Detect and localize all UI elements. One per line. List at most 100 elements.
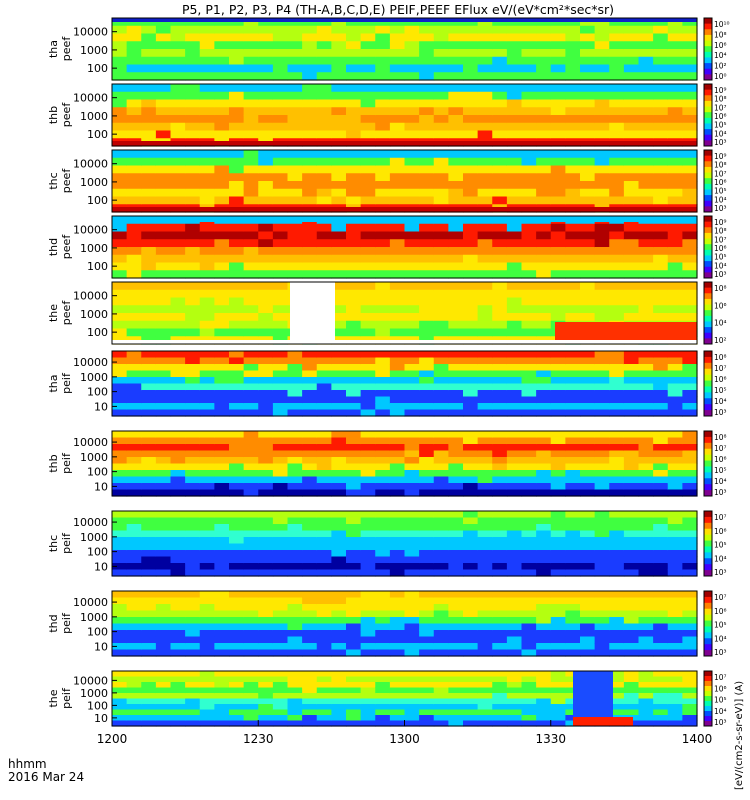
colorbar-tick-label: 10⁸ [714, 30, 727, 39]
y-label-quantity: peef [60, 168, 73, 194]
y-tick-label: 100 [87, 62, 108, 75]
colorbar-tick-label: 10⁴ [714, 195, 727, 204]
colorbar-tick-label: 10³ [714, 568, 727, 577]
colorbar-tick-label: 10¹⁰ [714, 20, 730, 29]
y-label-probe: thd [47, 238, 60, 256]
colorbar-tick-label: 10³ [714, 270, 727, 279]
y-tick-label: 100 [87, 386, 108, 399]
y-label-probe: tha [47, 374, 60, 392]
y-label-quantity: peif [60, 532, 73, 554]
colorbar-tick-label: 10⁴ [714, 129, 727, 138]
x-tick-label: 1300 [389, 732, 420, 746]
colorbar-tha_peif: 10⁸ 10⁷ 10⁶ 10⁵ 10⁴ 10³ [703, 350, 727, 417]
y-tick-label: 100 [87, 699, 108, 712]
panel-frame [111, 590, 698, 657]
colorbar-tick-label: 10⁴ [714, 397, 727, 406]
y-tick-label: 10000 [73, 516, 108, 529]
colorbar-the_peif: 10⁷ 10⁶ 10⁵ 10⁴ 10³ [703, 670, 727, 727]
heatmap-cells [112, 216, 698, 279]
y-label-probe: thb [47, 106, 60, 124]
colorbar-thb_peif: 10⁸ 10⁷ 10⁶ 10⁵ 10⁴ 10³ [703, 430, 727, 497]
colorbar-tick-label: 10⁸ [714, 353, 727, 362]
x-tick-label: 1400 [682, 732, 713, 746]
colorbar-tick-label: 10⁶ [714, 455, 727, 464]
colorbar-tick-label: 10⁵ [714, 696, 727, 705]
colorbar-tick-label: 10³ [714, 488, 727, 497]
heatmap-cells [112, 84, 698, 147]
colorbar-tick-label: 10⁵ [714, 253, 727, 262]
y-tick-label: 1000 [80, 242, 108, 255]
x-axis-label-date: 2016 Mar 24 [8, 770, 84, 784]
y-tick-label: 10000 [73, 224, 108, 237]
panel-frame [111, 149, 698, 213]
y-tick-label: 1000 [80, 687, 108, 700]
colorbar-tick-label: 10⁶ [714, 301, 727, 310]
x-axis: 1200 1230 1300 1330 1400 [97, 720, 713, 746]
y-label-probe: tha [47, 40, 60, 58]
x-tick-label: 1230 [243, 732, 274, 746]
y-tick-label: 100 [87, 626, 108, 639]
y-label-quantity: peef [60, 36, 73, 62]
panel-frame [111, 281, 698, 345]
colorbar-tick-label: 10⁴ [714, 477, 727, 486]
x-tick-label: 1330 [535, 732, 566, 746]
y-label-quantity: peif [60, 372, 73, 394]
panel-frame [111, 215, 698, 279]
panel-frame [111, 350, 698, 417]
colorbar-tick-label: 10⁰ [714, 72, 727, 81]
colorbar-tick-label: 10⁵ [714, 386, 727, 395]
y-label-probe: thc [47, 535, 60, 552]
colorbar-tick-label: 10⁴ [714, 319, 727, 328]
y-tick-label: 10000 [73, 92, 108, 105]
y-label-quantity: peif [60, 612, 73, 634]
colorbar-tick-label: 10⁴ [714, 634, 727, 643]
colorbar-tick-label: 10⁶ [714, 607, 727, 616]
colorbar-tick-label: 10³ [714, 138, 727, 147]
y-tick-label: 10000 [73, 26, 108, 39]
panel-the_peef: 10000 1000 100 the peef 10⁸ 10⁶ 10⁴ 10² [47, 281, 727, 345]
y-tick-label: 1000 [80, 611, 108, 624]
colorbar-tick-label: 10⁸ [714, 95, 727, 104]
colorbar-tick-label: 10⁷ [714, 235, 727, 244]
y-tick-label: 1000 [80, 176, 108, 189]
colorbar-tick-label: 10⁷ [714, 169, 727, 178]
colorbar-thd_peif: 10⁷ 10⁶ 10⁵ 10⁴ 10³ [703, 590, 727, 657]
y-tick-label: 100 [87, 260, 108, 273]
y-tick-label: 10000 [73, 596, 108, 609]
y-label-quantity: peif [60, 687, 73, 709]
y-tick-label: 10000 [73, 674, 108, 687]
colorbar-tick-label: 10⁴ [714, 707, 727, 716]
colorbar-tick-label: 10³ [714, 408, 727, 417]
y-tick-label: 1000 [80, 44, 108, 57]
colorbar-tick-label: 10⁸ [714, 227, 727, 236]
colorbar-tick-label: 10⁵ [714, 121, 727, 130]
panel-frame [111, 83, 698, 147]
y-tick-label: 10 [94, 400, 108, 413]
colorbar-tick-label: 10³ [714, 204, 727, 213]
colorbar-thc_peif: 10⁷ 10⁶ 10⁵ 10⁴ 10³ [703, 510, 727, 577]
y-tick-label: 1000 [80, 371, 108, 384]
colorbar-tick-label: 10⁴ [714, 554, 727, 563]
colorbar-tick-label: 10⁵ [714, 541, 727, 550]
y-tick-label: 1000 [80, 531, 108, 544]
colorbar-tick-label: 10³ [714, 718, 727, 727]
y-tick-label: 100 [87, 546, 108, 559]
panel-frame [111, 17, 698, 81]
colorbar-tick-label: 10⁷ [714, 444, 727, 453]
y-tick-label: 100 [87, 128, 108, 141]
colorbar-tick-label: 10⁴ [714, 261, 727, 270]
colorbar-tick-label: 10⁶ [714, 527, 727, 536]
colorbar-tick-label: 10⁶ [714, 112, 727, 121]
y-tick-label: 1000 [80, 110, 108, 123]
heatmap-cells [112, 591, 698, 657]
y-label-quantity: peef [60, 102, 73, 128]
